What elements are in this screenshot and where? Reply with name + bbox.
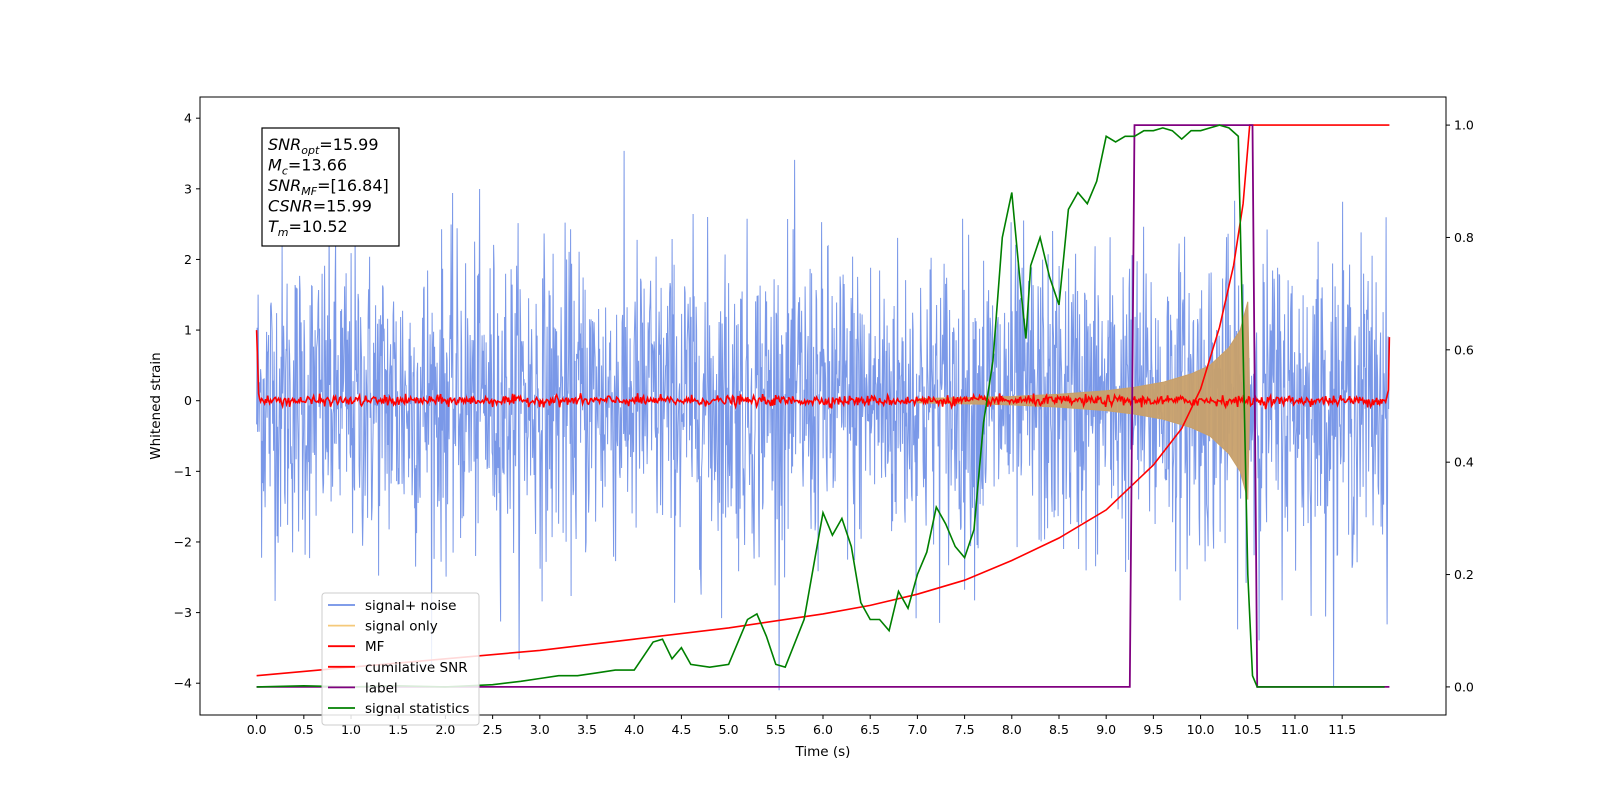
series-mf-line (255, 330, 1391, 410)
y-axis-label: Whitened strain (148, 352, 164, 459)
y-left-tick-label: 1 (184, 323, 192, 338)
x-axis-ticks: 0.0 0.5 1.0 1.5 2.0 2.5 3.0 3.5 4.0 4.5 5.0 5.5 6.0 6… (247, 715, 1356, 737)
stats-annotation-box: SNRopt=15.99Mc=13.66SNRMF=[16.84]CSNR=15… (261, 127, 400, 247)
legend: signal+ noise signal only MF cumilative SNR… (321, 592, 480, 726)
x-tick-label: 3.5 (577, 722, 597, 737)
legend-entry-label: signal+ noise (365, 598, 456, 614)
y-right-tick-label: 0.4 (1454, 455, 1474, 470)
series-layer (255, 124, 1391, 691)
x-tick-label: 6.0 (813, 722, 833, 737)
annotation-line: SNRMF=[16.84] (268, 176, 389, 198)
y-left-tick-label: 4 (184, 111, 192, 126)
x-axis-label: Time (s) (795, 744, 851, 760)
x-tick-label: 7.0 (907, 722, 927, 737)
y-left-tick-label: −1 (174, 464, 192, 479)
x-tick-label: 4.0 (624, 722, 644, 737)
x-tick-label: 11.5 (1328, 722, 1356, 737)
y-left-tick-label: 3 (184, 181, 192, 196)
x-tick-label: 9.0 (1096, 722, 1116, 737)
y-right-tick-label: 0.6 (1454, 342, 1474, 357)
x-tick-label: 5.0 (719, 722, 739, 737)
y-right-tick-label: 0.0 (1454, 679, 1474, 694)
y-axis-left-ticks: −4 −3 −2 −1 0 1 2 3 4 (174, 111, 200, 691)
y-left-tick-label: 0 (184, 393, 192, 408)
annotation-line: CSNR=15.99 (268, 197, 372, 216)
x-tick-label: 8.0 (1002, 722, 1022, 737)
x-tick-label: 11.0 (1281, 722, 1309, 737)
x-tick-label: 4.5 (671, 722, 691, 737)
legend-entry-label: signal only (365, 619, 438, 635)
series-cumulative-snr-line (256, 124, 1390, 677)
y-left-tick-label: −4 (174, 676, 192, 691)
legend-entry-label: cumilative SNR (365, 660, 468, 676)
x-tick-label: 10.5 (1234, 722, 1262, 737)
legend-frame (321, 592, 480, 726)
x-tick-label: 6.5 (860, 722, 880, 737)
x-tick-label: 5.5 (766, 722, 786, 737)
x-tick-label: 3.0 (530, 722, 550, 737)
x-tick-label: 8.5 (1049, 722, 1069, 737)
x-tick-label: 7.5 (955, 722, 975, 737)
legend-entry-label: label (365, 680, 398, 696)
legend-entry-label: signal statistics (365, 701, 469, 717)
y-right-tick-label: 0.2 (1454, 567, 1474, 582)
annotation-line: Tm=10.52 (268, 217, 348, 239)
x-tick-label: 2.5 (483, 722, 503, 737)
y-left-tick-label: 2 (184, 252, 192, 267)
x-tick-label: 9.5 (1143, 722, 1163, 737)
series-signal-statistics-line (256, 124, 1385, 688)
y-right-tick-label: 1.0 (1454, 118, 1474, 133)
annotation-line: Mc=13.66 (268, 156, 347, 178)
y-right-tick-label: 0.8 (1454, 230, 1474, 245)
annotation-frame (261, 127, 400, 247)
x-tick-label: 0.5 (294, 722, 314, 737)
legend-entry-label: MF (365, 639, 384, 655)
x-tick-label: 1.5 (388, 722, 408, 737)
y-left-tick-label: −3 (174, 605, 192, 620)
x-tick-label: 2.0 (435, 722, 455, 737)
x-tick-label: 1.0 (341, 722, 361, 737)
y-axis-right-ticks: 0.0 0.2 0.4 0.6 0.8 1.0 (1446, 118, 1474, 694)
y-left-tick-label: −2 (174, 534, 192, 549)
annotation-line: SNRopt=15.99 (268, 135, 379, 157)
x-tick-label: 0.0 (247, 722, 267, 737)
x-tick-label: 10.0 (1187, 722, 1215, 737)
